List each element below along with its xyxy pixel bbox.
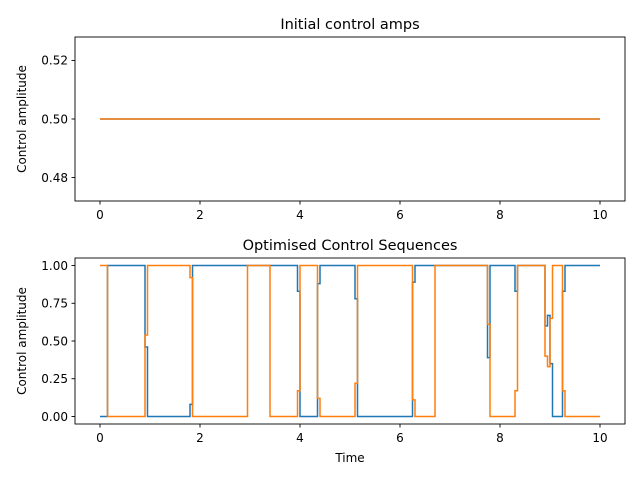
series-line-1	[100, 264, 600, 418]
y-axis-label: Control amplitude	[15, 287, 29, 395]
x-tick-label: 8	[496, 208, 504, 222]
chart-2: Optimised Control Sequences 0 2 4 6 8 10 0.00 0.…	[15, 238, 626, 465]
y-tick-label: 0.75	[41, 297, 68, 311]
y-axis-label: Control amplitude	[15, 65, 29, 173]
x-tick-label: 6	[396, 208, 404, 222]
x-tick-label: 2	[196, 431, 204, 445]
chart-1: Initial control amps 0 2 4 6 8 10 0.48 0.50 0.52 C…	[15, 17, 626, 222]
y-tick-label: 0.25	[41, 372, 68, 386]
x-tick-label: 8	[496, 431, 504, 445]
y-tick-label: 0.48	[41, 171, 68, 185]
y-tick-label: 0.00	[41, 410, 68, 424]
y-tick-label: 0.52	[41, 54, 68, 68]
y-tick-label: 0.50	[41, 334, 68, 348]
x-tick-label: 10	[592, 208, 607, 222]
x-axis-label: Time	[334, 451, 364, 465]
x-tick-label: 4	[296, 431, 304, 445]
x-tick-label: 6	[396, 431, 404, 445]
plot-frame	[74, 257, 626, 425]
chart-title: Initial control amps	[280, 17, 419, 33]
series-line-2	[100, 264, 600, 418]
x-tick-label: 10	[592, 431, 607, 445]
x-tick-label: 0	[96, 208, 104, 222]
x-tick-label: 0	[96, 431, 104, 445]
x-tick-label: 4	[296, 208, 304, 222]
y-tick-label: 1.00	[41, 259, 68, 273]
x-tick-label: 2	[196, 208, 204, 222]
y-tick-label: 0.50	[41, 112, 68, 126]
chart-title: Optimised Control Sequences	[243, 238, 458, 254]
